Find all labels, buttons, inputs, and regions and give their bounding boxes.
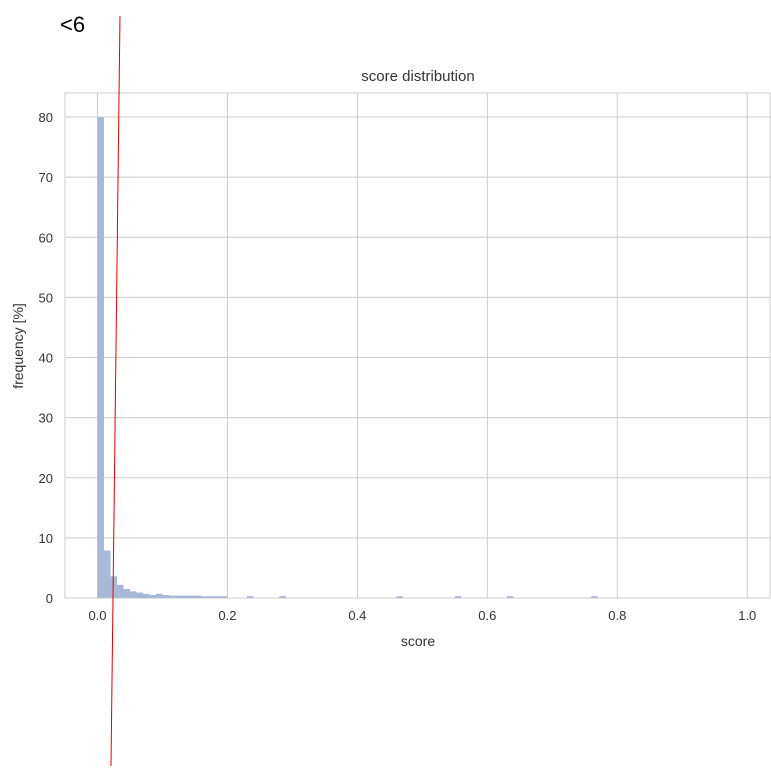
y-tick-label: 60 — [39, 230, 53, 245]
histogram-bar — [396, 596, 403, 598]
histogram-bar — [175, 595, 182, 598]
histogram-bar — [188, 595, 195, 598]
threshold-annotation: <6 — [60, 12, 86, 37]
y-tick-label: 40 — [39, 351, 53, 366]
y-tick-label: 10 — [39, 531, 53, 546]
y-axis-label: frequency [%] — [10, 303, 26, 389]
histogram-bar — [246, 596, 254, 598]
histogram-bar — [136, 592, 143, 598]
histogram-bar — [201, 596, 208, 598]
x-tick-label: 1.0 — [738, 608, 756, 623]
y-tick-label: 30 — [39, 411, 53, 426]
y-tick-label: 70 — [39, 170, 53, 185]
grid-lines — [64, 92, 771, 599]
threshold-red-line — [110, 15, 121, 767]
histogram-bar — [220, 596, 228, 598]
histogram-bar — [591, 596, 598, 598]
histogram-bar — [97, 117, 104, 599]
y-tick-label: 50 — [39, 290, 53, 305]
histogram-bar — [506, 596, 514, 598]
x-tick-label: 0.2 — [218, 608, 236, 623]
histogram-bar — [162, 594, 169, 598]
y-tick-label: 20 — [39, 471, 53, 486]
histogram-bar — [110, 576, 117, 598]
y-tick-label: 0 — [46, 591, 53, 606]
histogram-bar — [181, 595, 189, 598]
histogram-bar — [279, 596, 286, 598]
histogram-bar — [454, 596, 462, 598]
x-axis-ticks: 0.0 0.2 0.4 0.6 0.8 1.0 — [88, 608, 756, 623]
histogram-bar — [168, 595, 176, 598]
histogram-bar — [149, 594, 156, 598]
x-tick-label: 0.6 — [478, 608, 496, 623]
histogram-bar — [207, 596, 215, 598]
x-axis-label: score — [401, 633, 435, 649]
x-tick-label: 0.0 — [88, 608, 106, 623]
histogram-bars — [97, 117, 598, 599]
histogram-bar — [142, 593, 150, 598]
histogram-bar — [123, 588, 130, 598]
x-tick-label: 0.4 — [348, 608, 366, 623]
y-axis-ticks: 0 10 20 30 40 50 60 70 80 — [39, 110, 53, 606]
x-tick-label: 0.8 — [608, 608, 626, 623]
histogram-bar — [103, 550, 111, 598]
y-tick-label: 80 — [39, 110, 53, 125]
histogram-bar — [129, 591, 137, 598]
chart-title: score distribution — [361, 68, 474, 85]
histogram-bar — [194, 595, 202, 598]
threshold-line — [110, 15, 121, 767]
histogram-bar — [155, 593, 163, 598]
histogram-bar — [116, 584, 124, 598]
histogram-bar — [214, 596, 221, 598]
plot-frame — [64, 92, 771, 599]
